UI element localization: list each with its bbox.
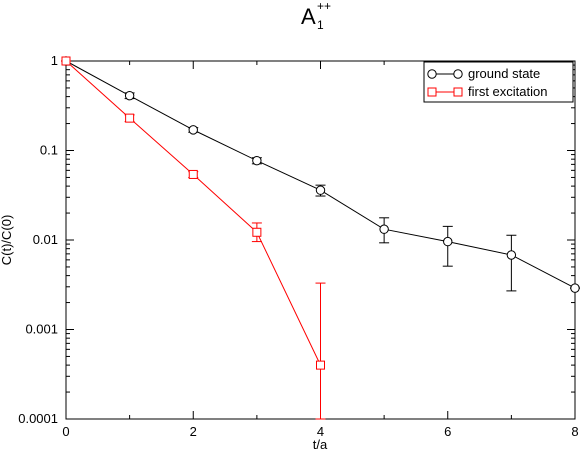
x-tick-label: 8 bbox=[571, 424, 578, 439]
data-point bbox=[188, 125, 198, 135]
data-point bbox=[252, 227, 262, 237]
data-point bbox=[379, 224, 389, 234]
legend-item-first-excitation: first excitation bbox=[427, 84, 547, 99]
chart-title-main: A bbox=[301, 4, 316, 29]
y-tick-label: 0.0001 bbox=[18, 411, 58, 426]
y-tick-label: 0.01 bbox=[33, 232, 58, 247]
y-tick-label: 1 bbox=[51, 53, 58, 68]
data-point bbox=[570, 283, 580, 293]
chart-legend: ground state first excitation bbox=[423, 61, 574, 103]
legend-marker-right bbox=[453, 87, 463, 97]
x-tick-label: 2 bbox=[190, 424, 197, 439]
data-point bbox=[125, 113, 135, 123]
legend-label: ground state bbox=[468, 66, 540, 81]
legend-item-ground-state: ground state bbox=[427, 66, 540, 81]
legend-marker-left bbox=[427, 69, 437, 79]
legend-label: first excitation bbox=[468, 84, 547, 99]
data-point bbox=[188, 169, 198, 179]
x-tick-label: 6 bbox=[444, 424, 451, 439]
chart-title-sub: 1 bbox=[317, 18, 324, 32]
y-axis-label: C(t)/C(0) bbox=[0, 215, 14, 266]
y-tick-label: 0.001 bbox=[25, 322, 58, 337]
legend-box bbox=[423, 61, 574, 103]
legend-marker-right bbox=[453, 69, 463, 79]
y-tick-label: 0.1 bbox=[40, 143, 58, 158]
data-point bbox=[252, 155, 262, 166]
data-point bbox=[124, 90, 135, 101]
data-point bbox=[316, 360, 325, 370]
series-line bbox=[65, 60, 321, 366]
ground-state-series bbox=[61, 56, 580, 293]
x-axis-label: t/a bbox=[313, 437, 328, 452]
first-excitation-series bbox=[61, 56, 326, 420]
chart-title: A 1 ++ bbox=[301, 0, 331, 32]
x-tick-label: 4 bbox=[317, 424, 324, 439]
data-point bbox=[61, 56, 71, 66]
data-point bbox=[443, 236, 453, 247]
data-point bbox=[506, 250, 517, 260]
chart-title-sup: ++ bbox=[317, 0, 331, 13]
legend-marker-left bbox=[427, 87, 437, 97]
plot-layer: 0 2 4 6 8 0.0001 0.001 0.01 0.1 1 bbox=[18, 53, 580, 439]
x-tick-label: 0 bbox=[62, 424, 69, 439]
data-point bbox=[315, 185, 326, 195]
